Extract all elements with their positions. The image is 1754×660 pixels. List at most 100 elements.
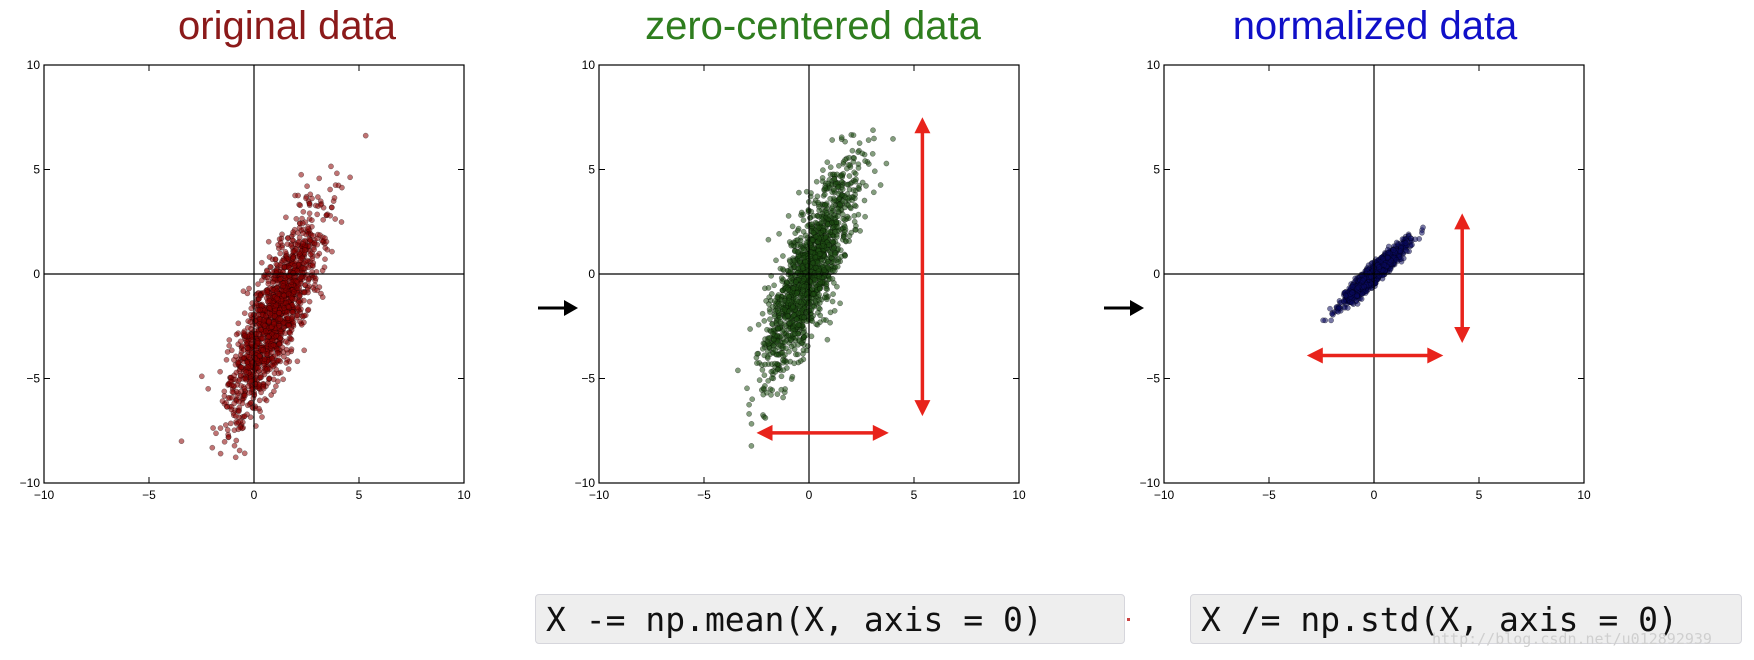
data-point [242, 332, 248, 339]
data-point [311, 246, 317, 253]
data-point [272, 256, 279, 262]
data-point [839, 211, 846, 218]
data-point [774, 294, 780, 301]
x-tick-label: 0 [251, 488, 258, 502]
data-point [288, 316, 295, 322]
data-point [759, 345, 766, 352]
data-point [817, 279, 824, 285]
data-point [280, 283, 286, 289]
data-point [775, 325, 781, 332]
data-point [235, 408, 242, 415]
data-point [792, 230, 798, 236]
data-point [248, 340, 255, 347]
data-point [1368, 274, 1374, 280]
data-point [789, 223, 796, 230]
data-point [870, 127, 876, 133]
data-point [829, 137, 836, 143]
data-point [840, 216, 847, 222]
data-point [295, 229, 301, 236]
data-point [780, 253, 786, 259]
data-point [759, 310, 766, 317]
data-point [289, 309, 296, 316]
data-point [820, 316, 827, 323]
data-point [314, 252, 321, 259]
data-point [823, 281, 830, 288]
stray-mark [1127, 618, 1130, 621]
data-point [258, 277, 265, 284]
data-point [778, 386, 785, 393]
data-point [306, 298, 313, 305]
data-point [1412, 236, 1419, 243]
data-point [235, 320, 242, 327]
data-point [800, 247, 807, 254]
data-point [780, 367, 787, 374]
data-point [772, 368, 779, 375]
data-point [765, 236, 772, 243]
data-point [288, 242, 294, 249]
data-point [273, 383, 279, 390]
data-point [773, 257, 779, 264]
data-point [322, 245, 329, 251]
data-point [282, 249, 289, 255]
chart-title-zero-centered: zero-centered data [645, 4, 981, 48]
data-point [1359, 272, 1365, 278]
data-point [1359, 277, 1366, 284]
data-point [301, 347, 308, 354]
data-point [862, 158, 868, 164]
data-point [291, 289, 297, 295]
data-point [790, 304, 796, 311]
data-point [764, 338, 771, 345]
data-point [791, 330, 798, 337]
data-point [784, 312, 791, 319]
data-point [266, 254, 273, 260]
data-point [328, 204, 335, 211]
data-point [222, 422, 229, 428]
data-point [258, 259, 265, 266]
data-point [831, 251, 838, 258]
data-point [233, 413, 239, 420]
data-point [814, 193, 821, 200]
data-point [759, 367, 766, 373]
x-tick-label: 0 [806, 488, 813, 502]
data-point [822, 202, 829, 208]
data-point [780, 394, 786, 401]
data-point [877, 182, 884, 188]
data-point [213, 430, 219, 437]
data-point [229, 394, 235, 401]
y-tick-label: −10 [1140, 476, 1161, 490]
data-point [262, 328, 269, 334]
data-point [1349, 289, 1356, 296]
data-point [747, 326, 753, 332]
data-point [304, 272, 311, 278]
data-point [302, 258, 309, 265]
data-point [221, 438, 228, 445]
data-point [276, 322, 282, 329]
data-point [285, 366, 292, 372]
data-point [233, 331, 240, 338]
data-point [247, 319, 254, 326]
data-point [849, 147, 856, 154]
data-point [788, 274, 794, 281]
data-point [217, 425, 224, 431]
data-point [855, 185, 862, 191]
data-point [334, 170, 340, 177]
data-point [254, 339, 261, 346]
data-point [812, 254, 818, 261]
data-point [286, 323, 292, 329]
data-point [771, 360, 778, 367]
data-point [1402, 247, 1409, 254]
data-point [772, 347, 779, 354]
data-point [790, 285, 797, 291]
data-point [825, 258, 831, 265]
data-point [224, 349, 231, 355]
data-point [237, 352, 244, 358]
data-point [259, 335, 266, 342]
y-tick-label: 5 [588, 163, 595, 177]
data-point [294, 278, 301, 285]
data-point [276, 341, 283, 348]
data-point [338, 219, 345, 225]
data-point [1336, 304, 1343, 311]
data-point [265, 238, 272, 245]
data-point [1409, 241, 1415, 248]
right-arrow-icon [1104, 300, 1144, 316]
